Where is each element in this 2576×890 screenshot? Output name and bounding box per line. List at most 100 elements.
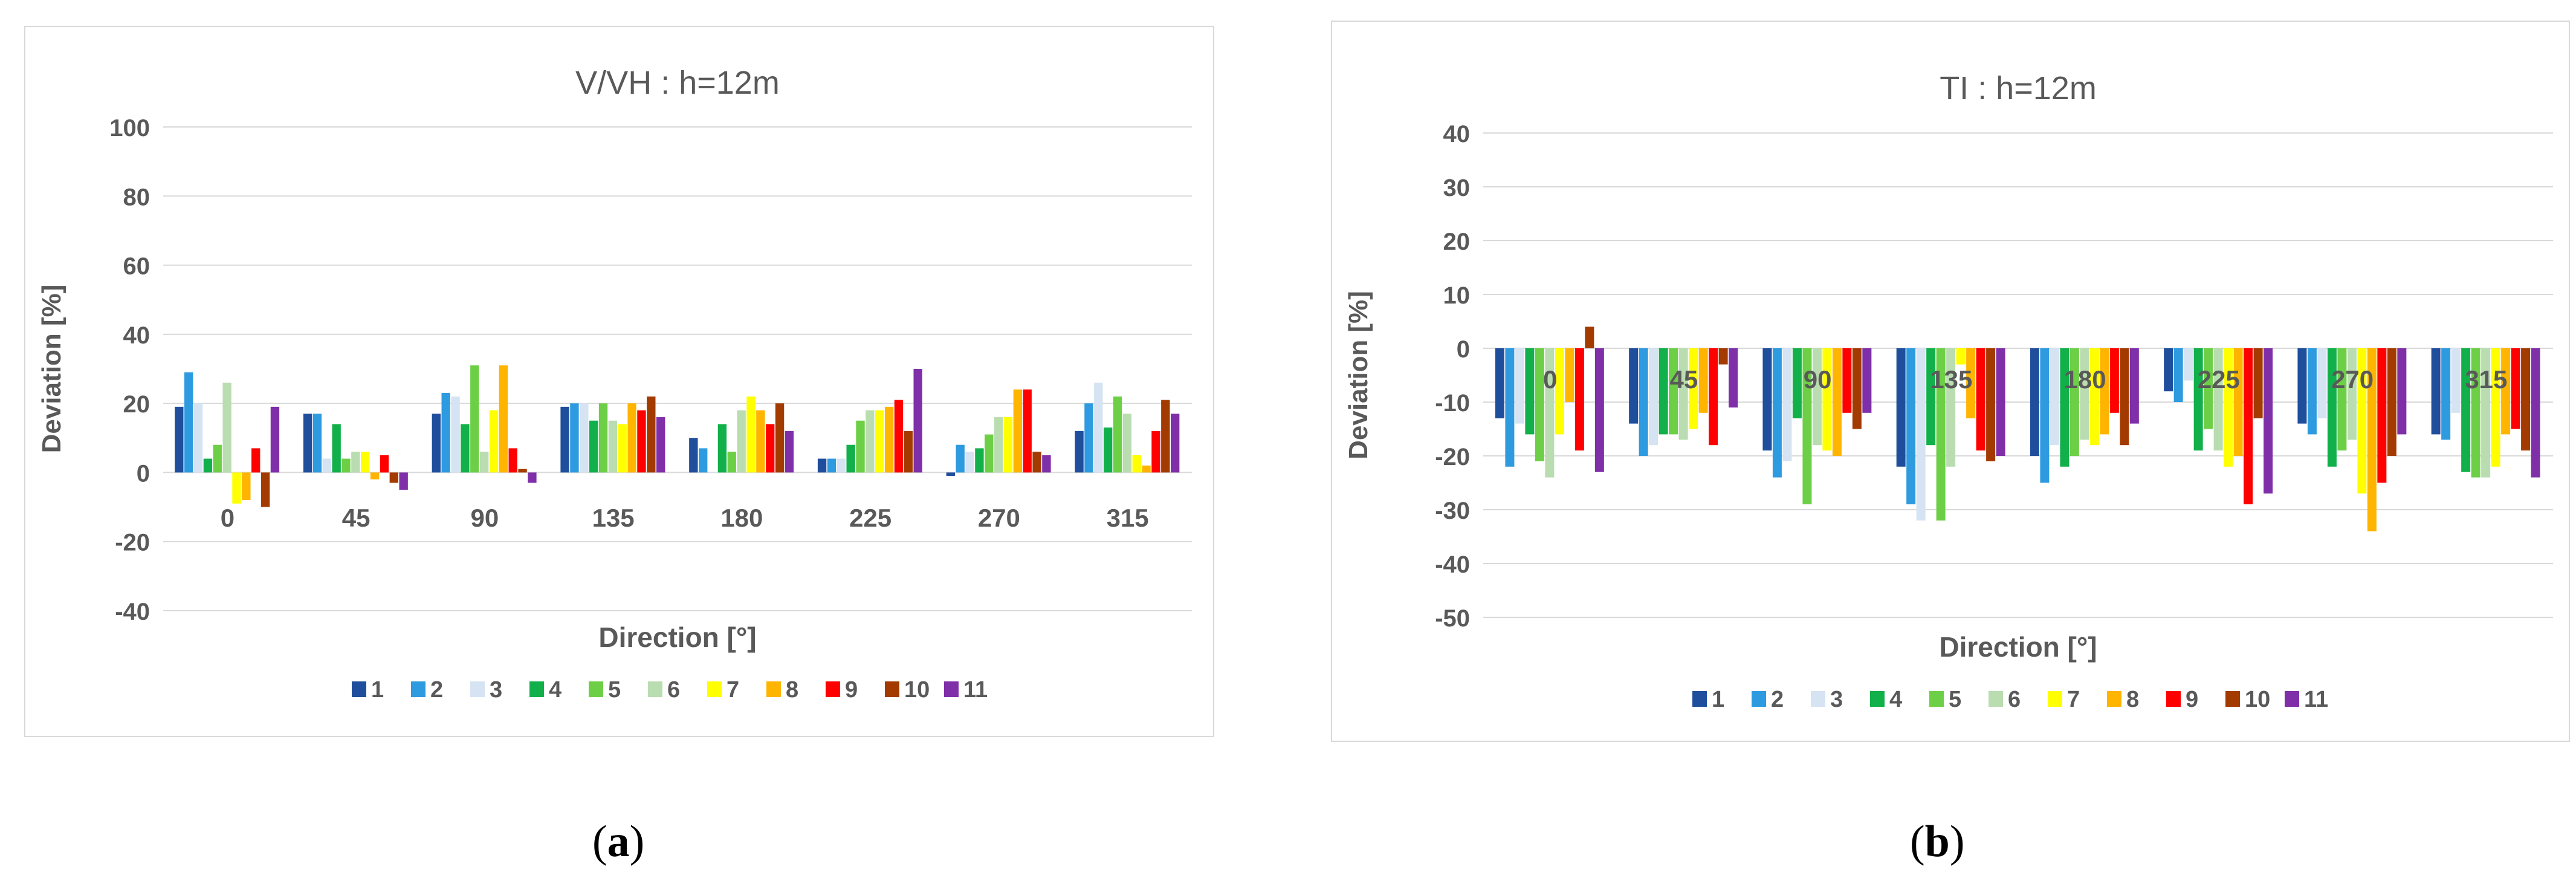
bar-series-9-135	[637, 410, 646, 473]
bar-series-9-90	[508, 448, 517, 473]
bar-series-2-315	[1084, 403, 1093, 473]
legend-label-2: 2	[1771, 687, 1784, 712]
legend-swatch-6	[648, 681, 662, 697]
bar-series-8-135	[627, 403, 636, 473]
legend-label-6: 6	[667, 677, 680, 703]
legend-swatch-10	[2225, 691, 2240, 707]
legend-label-9: 9	[2186, 687, 2198, 712]
legend-label-11: 11	[2304, 687, 2328, 712]
legend-label-11: 11	[963, 677, 988, 703]
x-category-label: 270	[2331, 365, 2374, 394]
legend-label-8: 8	[2126, 687, 2139, 712]
x-category-label: 90	[1804, 365, 1832, 394]
bar-series-1-315	[1075, 430, 1084, 473]
bar-series-3-270	[965, 452, 974, 473]
bar-series-5-45	[341, 458, 351, 473]
y-axis-title: Deviation [%]	[1344, 291, 1373, 460]
legend-swatch-6	[1989, 691, 2003, 707]
x-axis-title: Direction [°]	[1939, 631, 2097, 663]
bar-series-2-180	[699, 448, 708, 473]
bar-series-1-45	[303, 414, 312, 473]
legend-label-3: 3	[490, 677, 502, 703]
bar-series-6-135	[1946, 348, 1956, 467]
bar-series-5-45	[1669, 348, 1678, 435]
bar-series-8-90	[1832, 348, 1842, 456]
bar-series-7-270	[1003, 417, 1013, 473]
x-category-label: 0	[1543, 365, 1557, 394]
bar-series-4-90	[461, 424, 470, 473]
bar-series-7-270	[2357, 348, 2367, 494]
bar-series-5-270	[985, 434, 994, 473]
bar-series-11-225	[2264, 348, 2273, 494]
bar-series-6-270	[994, 417, 1003, 473]
bar-series-10-180	[775, 403, 785, 473]
y-tick-label: 20	[123, 391, 150, 418]
x-category-label: 135	[592, 504, 635, 532]
chart-title: V/VH : h=12m	[575, 65, 780, 101]
bar-series-11-45	[399, 472, 408, 490]
bar-series-3-0	[193, 403, 203, 473]
legend-label-8: 8	[786, 677, 798, 703]
bar-series-8-180	[756, 410, 765, 473]
bar-series-9-225	[2244, 348, 2253, 505]
legend-swatch-11	[2285, 691, 2299, 707]
bar-series-10-225	[904, 430, 913, 473]
bar-series-11-0	[1594, 348, 1604, 472]
bar-series-2-135	[570, 403, 579, 473]
bar-series-11-315	[2531, 348, 2540, 478]
bar-series-8-180	[2100, 348, 2109, 435]
bar-series-7-135	[1956, 348, 1966, 365]
bar-series-4-225	[846, 444, 855, 473]
y-tick-label: 20	[1443, 229, 1471, 255]
bar-series-8-270	[1013, 389, 1023, 473]
bar-series-9-270	[2377, 348, 2387, 483]
bar-series-7-0	[232, 472, 241, 504]
bar-series-10-180	[2120, 348, 2129, 446]
x-category-label: 135	[1930, 365, 1972, 394]
bar-series-2-225	[827, 458, 837, 473]
bar-series-5-180	[2070, 348, 2079, 456]
bar-series-1-270	[946, 472, 956, 476]
bar-series-6-0	[1545, 348, 1555, 478]
bar-series-3-135	[580, 403, 589, 473]
legend-label-1: 1	[1712, 687, 1724, 712]
bar-series-5-315	[1113, 396, 1122, 473]
bar-series-1-180	[2030, 348, 2039, 456]
bar-series-10-90	[1852, 348, 1862, 429]
bar-series-8-45	[1698, 348, 1708, 413]
bar-series-11-315	[1170, 414, 1180, 473]
bar-series-4-45	[332, 424, 341, 473]
bar-series-6-225	[866, 410, 875, 473]
legend-swatch-9	[2166, 691, 2181, 707]
y-tick-label: 60	[123, 253, 150, 280]
bar-series-4-180	[2060, 348, 2070, 467]
bar-series-8-0	[242, 472, 251, 501]
legend-label-1: 1	[371, 677, 384, 703]
x-category-label: 315	[1107, 504, 1149, 532]
bar-series-7-45	[1689, 348, 1698, 429]
legend-label-5: 5	[1949, 687, 1961, 712]
bar-series-7-315	[2491, 348, 2500, 467]
bar-series-5-90	[1802, 348, 1812, 505]
bar-series-9-90	[1842, 348, 1852, 413]
bar-series-7-45	[361, 452, 370, 473]
bar-series-6-90	[1812, 348, 1822, 446]
bar-series-3-45	[322, 458, 331, 473]
bar-series-4-45	[1659, 348, 1668, 435]
bar-series-5-270	[2337, 348, 2347, 451]
x-category-label: 90	[471, 504, 499, 532]
bar-series-10-270	[2387, 348, 2396, 456]
bar-series-8-315	[2501, 348, 2511, 435]
bar-series-8-225	[2233, 348, 2243, 456]
bar-series-2-315	[2441, 348, 2451, 440]
bar-series-6-45	[351, 452, 360, 473]
bar-series-8-45	[370, 472, 380, 479]
bar-series-1-0	[175, 406, 184, 473]
x-category-label: 45	[342, 504, 371, 532]
legend-label-4: 4	[549, 677, 561, 703]
bar-series-11-270	[1042, 455, 1051, 473]
bar-series-3-180	[2050, 348, 2059, 446]
y-tick-label: 0	[137, 460, 150, 487]
bar-series-11-45	[1729, 348, 1738, 408]
